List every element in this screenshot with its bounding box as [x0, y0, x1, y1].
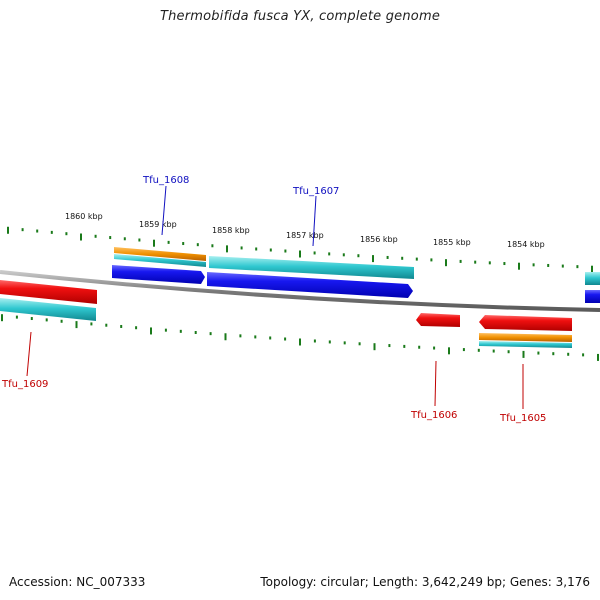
reverse-feature-bars [0, 298, 572, 348]
gene-label-tfu-1607[interactable]: Tfu_1607 [292, 186, 339, 197]
cds-arrow-tfu-1609[interactable] [0, 280, 97, 304]
feature-bar-teal-1605[interactable] [479, 341, 572, 348]
cds-arrow-tfu-1608[interactable] [112, 265, 205, 284]
gene-label-tfu-1608[interactable]: Tfu_1608 [142, 175, 189, 186]
leader-line-tfu-1606 [434, 360, 437, 407]
leader-line-tfu-1607 [312, 195, 317, 247]
inner-tick-ring [1, 314, 599, 361]
cds-arrow-tfu-1606[interactable] [416, 313, 460, 327]
scale-label-1860: 1860 kbp [65, 212, 103, 221]
label-leader-lines [26, 185, 524, 409]
cds-arrow-tfu-1607[interactable] [207, 272, 413, 298]
leader-line-tfu-1608 [161, 185, 167, 236]
genome-summary-text: Topology: circular; Length: 3,642,249 bp… [260, 575, 590, 589]
gene-label-tfu-1606[interactable]: Tfu_1606 [410, 410, 457, 421]
scale-label-1859: 1859 kbp [139, 220, 177, 229]
scale-label-1856: 1856 kbp [360, 235, 398, 244]
feature-bar-teal-1608[interactable] [114, 254, 206, 267]
genome-backbone [0, 270, 600, 312]
gene-label-tfu-1605[interactable]: Tfu_1605 [499, 413, 546, 424]
gene-label-tfu-1609[interactable]: Tfu_1609 [1, 379, 48, 390]
scale-label-1854: 1854 kbp [507, 240, 545, 249]
feature-bar-teal-edge[interactable] [585, 272, 600, 285]
reverse-cds-arrows [0, 280, 572, 331]
cds-arrow-tfu-1605[interactable] [479, 315, 572, 331]
forward-feature-bars [114, 247, 600, 285]
cds-arrow-edge[interactable] [585, 290, 600, 303]
scale-label-1858: 1858 kbp [212, 226, 250, 235]
outer-tick-ring [7, 226, 593, 273]
scale-label-1855: 1855 kbp [433, 238, 471, 247]
scale-label-1857: 1857 kbp [286, 231, 324, 240]
feature-bar-teal-1609[interactable] [0, 298, 96, 321]
map-title: Thermobifida fusca YX, complete genome [159, 9, 441, 24]
forward-cds-arrows [112, 265, 600, 303]
feature-bar-orange-1608[interactable] [114, 247, 206, 261]
feature-bar-teal-1607[interactable] [209, 256, 414, 279]
accession-text: Accession: NC_007333 [9, 575, 146, 589]
feature-bar-orange-1605[interactable] [479, 333, 572, 342]
leader-line-tfu-1609 [26, 331, 32, 377]
